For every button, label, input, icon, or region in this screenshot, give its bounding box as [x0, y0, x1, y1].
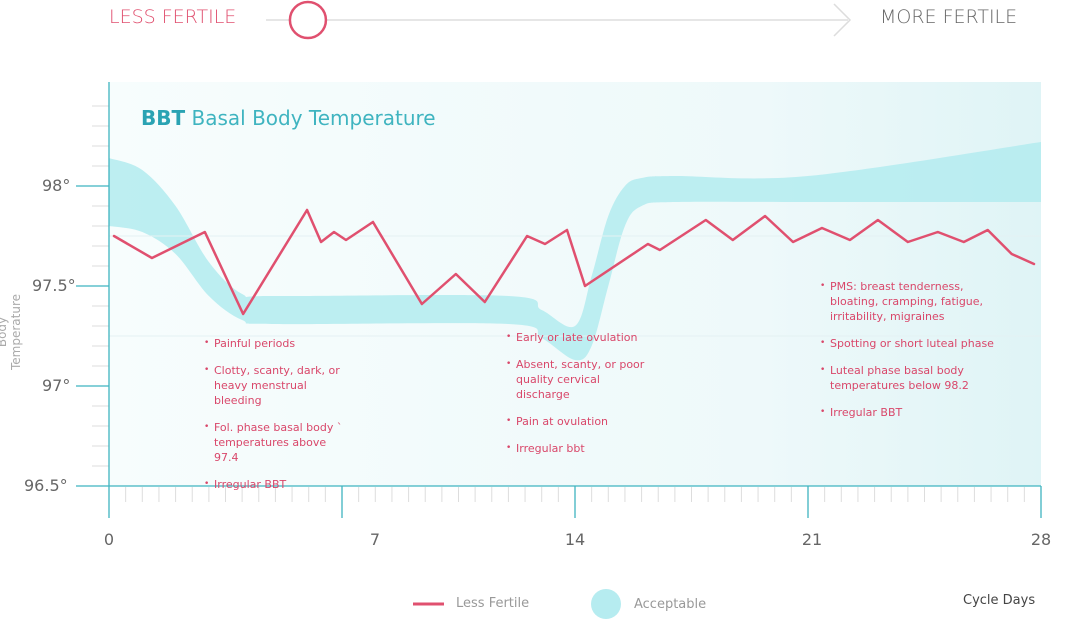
annotation-item: Absent, scanty, or poor quality cervical…	[506, 357, 656, 402]
acceptable-band	[109, 142, 1041, 361]
y-tick-label: 98°	[42, 176, 71, 195]
x-tick-label: 14	[564, 530, 586, 549]
x-axis-label: Cycle Days	[963, 593, 1036, 608]
y-tick-label: 97.5°	[32, 276, 76, 295]
y-tick-label: 96.5°	[24, 476, 68, 495]
annotation-item: Luteal phase basal body temperatures bel…	[820, 363, 980, 393]
legend-less-fertile: Less Fertile	[456, 596, 530, 611]
annotation-item: Irregular BBT	[204, 477, 424, 492]
chart-title: BBT Basal Body Temperature	[141, 106, 436, 130]
legend-band-swatch	[591, 589, 621, 619]
y-tick-label: 97°	[42, 376, 71, 395]
y-axis-label: Body Temperature	[0, 294, 23, 371]
annotation-item: Clotty, scanty, dark, or heavy menstrual…	[204, 363, 354, 408]
annotation-item: Painful periods	[204, 336, 424, 351]
luteal-annotations: PMS: breast tenderness, bloating, crampi…	[820, 279, 1040, 432]
x-tick-label: 28	[1030, 530, 1052, 549]
x-tick-label: 7	[369, 530, 381, 549]
less-fertile-label: LESS FERTILE	[109, 6, 237, 28]
annotation-item: Pain at ovulation	[506, 414, 726, 429]
x-tick-label: 0	[103, 530, 115, 549]
follicular-annotations: Painful periods Clotty, scanty, dark, or…	[204, 336, 424, 504]
annotation-item: PMS: breast tenderness, bloating, crampi…	[820, 279, 990, 324]
x-tick-label: 21	[801, 530, 823, 549]
title-text: Basal Body Temperature	[191, 106, 436, 130]
ovulation-annotations: Early or late ovulation Absent, scanty, …	[506, 330, 726, 468]
fertility-indicator	[288, 0, 328, 40]
annotation-item: Irregular BBT	[820, 405, 1040, 420]
annotation-item: Fol. phase basal body ` temperatures abo…	[204, 420, 354, 465]
title-abbr: BBT	[141, 106, 186, 130]
annotation-item: Spotting or short luteal phase	[820, 336, 1040, 351]
arrow-right-icon	[833, 3, 852, 37]
legend-acceptable: Acceptable	[634, 597, 707, 612]
annotation-item: Early or late ovulation	[506, 330, 726, 345]
more-fertile-label: MORE FERTILE	[880, 6, 1018, 28]
annotation-item: Irregular bbt	[506, 441, 726, 456]
